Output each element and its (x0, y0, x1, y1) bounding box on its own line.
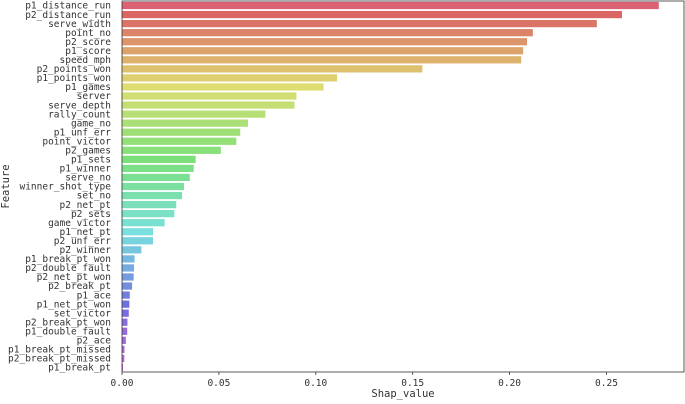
feature-label: serve_width (48, 19, 111, 30)
feature-label: point_victor (42, 136, 111, 147)
feature-label: p2_break_pt_won (25, 317, 111, 328)
bar-p2-games (122, 146, 221, 154)
feature-label: p1_break_pt_won (25, 254, 111, 265)
bar-p2-ace (122, 336, 126, 344)
feature-label: set_victor (54, 308, 111, 319)
bar-p1-double-fault (122, 327, 128, 335)
feature-label: p1_double_fault (25, 326, 111, 337)
feature-label: p1_points_won (37, 73, 111, 84)
feature-label: p1_break_pt_missed (8, 345, 111, 356)
feature-label: p2_winner (60, 245, 112, 256)
bar-p1-break-pt-won (122, 255, 135, 263)
bar-set-victor (122, 309, 129, 317)
x-axis-title: Shap_value (371, 388, 434, 400)
x-tick-label: 0.25 (595, 378, 618, 389)
bar-serve-depth (122, 101, 295, 109)
bar-serve-no (122, 173, 190, 182)
feature-labels-layer: p1_distance_runp2_distance_runserve_widt… (8, 1, 111, 374)
feature-label: p2_net_pt_won (37, 272, 111, 283)
bar-p2-distance-run (122, 10, 622, 19)
bar-p2-double-fault (122, 264, 135, 272)
feature-label: point_no (65, 28, 111, 39)
bar-p2-unf-err (122, 237, 154, 245)
feature-label: p1_distance_run (25, 1, 111, 12)
bar-p1-unf-err (122, 128, 241, 136)
bar-p1-distance-run (122, 1, 659, 10)
bar-game-no (122, 119, 248, 127)
feature-label: p1_winner (60, 164, 112, 175)
bar-p1-winner (122, 164, 194, 173)
feature-label: set_no (77, 191, 112, 202)
bar-winner-shot-type (122, 182, 185, 191)
feature-label: p2_double_fault (25, 263, 111, 274)
feature-label: p2_distance_run (25, 10, 111, 21)
bar-p1-games (122, 83, 324, 91)
x-tick-label: 0.05 (207, 378, 230, 389)
feature-label: server (77, 91, 112, 102)
feature-label: p2_points_won (37, 64, 111, 75)
feature-label: p1_break_pt (48, 363, 111, 374)
bar-p1-net-pt-won (122, 300, 130, 308)
feature-label: rally_count (48, 109, 111, 120)
feature-label: p2_break_pt (48, 281, 111, 292)
bar-p2-break-pt-missed (122, 354, 125, 363)
x-tick-label: 0.20 (498, 378, 521, 389)
bar-speed-mph (122, 56, 522, 64)
bar-game-victor (122, 219, 165, 227)
feature-label: p2_break_pt_missed (8, 354, 111, 365)
feature-label: p2_games (65, 146, 111, 157)
bar-p1-sets (122, 155, 196, 163)
feature-label: p2_sets (71, 209, 111, 220)
feature-label: p1_ace (77, 290, 112, 301)
feature-label: p1_net_pt (60, 227, 111, 238)
feature-label: p1_sets (71, 155, 111, 166)
x-ticks-layer: 0.00 0.05 0.10 0.15 0.20 0.25 (111, 372, 618, 389)
feature-label: p2_net_pt (60, 200, 111, 211)
bar-p1-points-won (122, 74, 338, 82)
bar-server (122, 92, 297, 100)
y-axis-title: Feature (0, 164, 12, 208)
x-tick-label: 0.15 (401, 378, 424, 389)
bar-p2-points-won (122, 65, 423, 73)
plot-frame (121, 0, 685, 373)
bar-p1-break-pt (122, 363, 123, 372)
bar-p2-score (122, 38, 528, 46)
bar-serve-width (122, 20, 597, 28)
bar-p1-net-pt (122, 228, 154, 236)
feature-label: game_victor (48, 218, 111, 229)
bar-p2-break-pt-won (122, 318, 128, 326)
bar-p2-winner (122, 246, 142, 254)
bar-p2-sets (122, 210, 175, 218)
feature-label: speed_mph (60, 55, 111, 66)
feature-label: game_no (71, 118, 111, 129)
bar-point-victor (122, 137, 237, 145)
bar-rally-count (122, 110, 266, 118)
feature-label: p2_unf_err (54, 236, 111, 247)
feature-label: p2_score (65, 37, 111, 48)
x-tick-label: 0.10 (304, 378, 327, 389)
x-tick-label: 0.00 (111, 378, 134, 389)
feature-label: p1_score (65, 46, 111, 57)
feature-label: serve_depth (48, 100, 111, 111)
bars-layer (122, 1, 659, 372)
feature-label: p2_ace (77, 336, 112, 347)
feature-label: p1_games (65, 82, 111, 93)
bar-p1-ace (122, 291, 130, 299)
feature-label: p1_net_pt_won (37, 299, 111, 310)
bar-p1-break-pt-missed (122, 345, 125, 353)
bar-p1-score (122, 47, 524, 55)
bar-p2-net-pt (122, 200, 177, 209)
bar-point-no (122, 29, 533, 37)
feature-label: winner_shot_type (19, 182, 111, 193)
bar-p2-net-pt-won (122, 273, 134, 281)
bar-p2-break-pt (122, 282, 133, 290)
feature-label: p1_unf_err (54, 127, 111, 138)
feature-label: serve_no (65, 173, 111, 184)
bar-set-no (122, 191, 183, 200)
